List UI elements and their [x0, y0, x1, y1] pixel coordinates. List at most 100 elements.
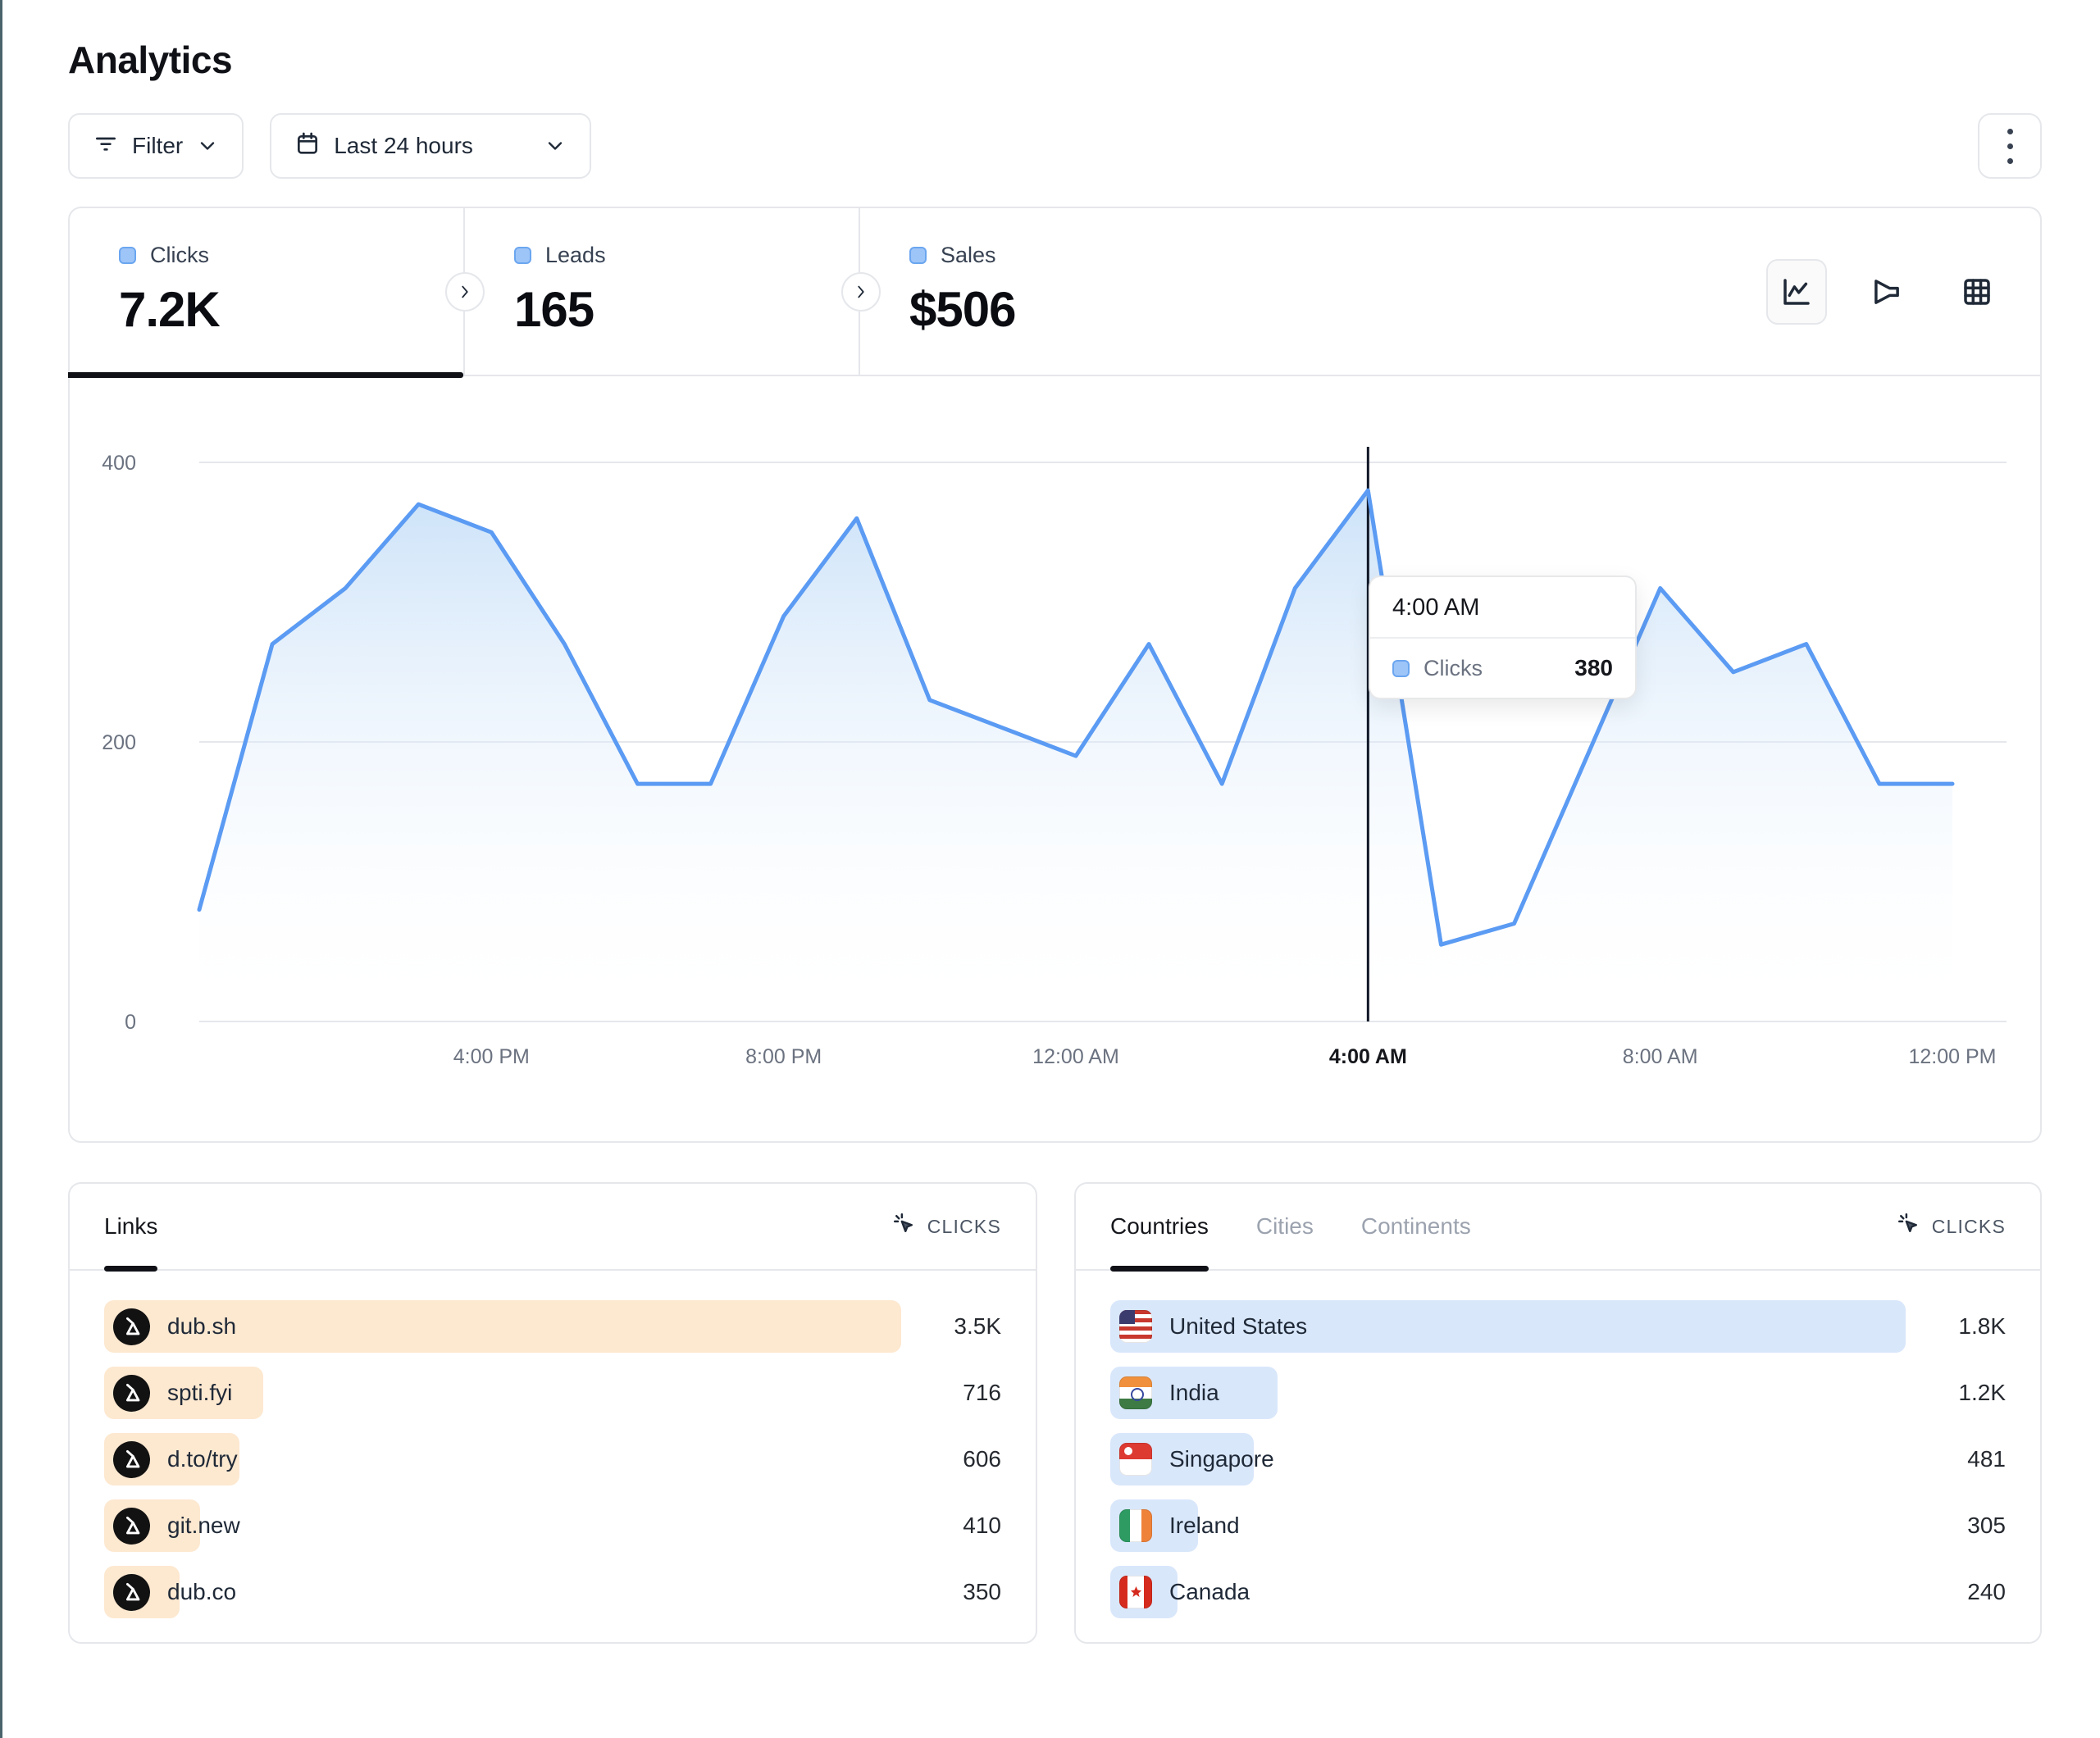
table-row[interactable]: Singapore 481 — [1110, 1433, 2006, 1485]
bar-area: dub.co — [104, 1566, 901, 1618]
bar-area: d.to/try — [104, 1433, 901, 1485]
chevron-down-icon — [196, 134, 219, 157]
chart-type-controls — [1766, 259, 2007, 325]
cursor-click-icon — [892, 1212, 917, 1241]
svg-text:12:00 PM: 12:00 PM — [1908, 1045, 1996, 1068]
table-view-button[interactable] — [1947, 259, 2007, 325]
filter-button-label: Filter — [132, 133, 184, 158]
dub-logo-icon — [113, 1440, 150, 1478]
dub-logo-icon — [113, 1573, 150, 1611]
table-row[interactable]: United States 1.8K — [1110, 1300, 2006, 1353]
leads-legend-marker — [514, 247, 531, 264]
links-list: dub.sh 3.5K spti.fyi 716 d.to/try 606 git.new 4… — [70, 1271, 1036, 1618]
svg-text:8:00 PM: 8:00 PM — [745, 1045, 822, 1068]
table-row[interactable]: dub.co 350 — [104, 1566, 1001, 1618]
clicks-count: 716 — [963, 1380, 1001, 1405]
sg-flag-icon — [1119, 1443, 1152, 1476]
link-name: d.to/try — [167, 1446, 238, 1472]
sales-tab-label: Sales — [941, 243, 996, 267]
leads-tab-value: 165 — [514, 282, 594, 337]
value-bar: dub.sh — [104, 1300, 901, 1353]
ca-flag-icon — [1119, 1576, 1152, 1608]
country-name: Singapore — [1169, 1446, 1274, 1472]
expand-clicks-button[interactable] — [445, 271, 485, 312]
date-range-button[interactable]: Last 24 hours — [270, 113, 592, 179]
clicks-count: 350 — [963, 1579, 1001, 1604]
line-chart-button[interactable] — [1766, 259, 1827, 325]
funnel-chart-button[interactable] — [1856, 259, 1917, 325]
dub-logo-icon — [113, 1308, 150, 1345]
country-name: Ireland — [1169, 1513, 1240, 1538]
table-row[interactable]: dub.sh 3.5K — [104, 1300, 1001, 1353]
ie-flag-icon — [1119, 1509, 1152, 1542]
svg-text:4:00 AM: 4:00 AM — [1329, 1045, 1407, 1068]
link-name: dub.co — [167, 1579, 237, 1604]
clicks-area-chart[interactable]: 0 200 400 4:00 PM 8:00 PM 12:00 AM 4:00 AM 8:00… — [70, 376, 2040, 1141]
country-name: India — [1169, 1380, 1219, 1405]
clicks-count: 1.8K — [1958, 1313, 2006, 1339]
clicks-tab-label: Clicks — [150, 243, 209, 267]
link-name: dub.sh — [167, 1313, 237, 1339]
date-range-label: Last 24 hours — [334, 133, 473, 158]
svg-text:12:00 AM: 12:00 AM — [1032, 1045, 1119, 1068]
table-row[interactable]: India 1.2K — [1110, 1367, 2006, 1419]
clicks-count: 3.5K — [954, 1313, 1001, 1339]
table-row[interactable]: d.to/try 606 — [104, 1433, 1001, 1485]
cursor-click-icon — [1897, 1212, 1921, 1241]
tab-sales[interactable]: Sales $506 — [860, 208, 2040, 375]
stats-tabs: Clicks 7.2K Leads 165 Sales $506 — [68, 208, 2040, 378]
clicks-count: 481 — [1967, 1446, 2006, 1472]
value-bar: Canada — [1110, 1566, 1250, 1618]
clicks-legend-marker — [119, 247, 136, 264]
value-bar: git.new — [104, 1499, 240, 1552]
links-metric[interactable]: CLICKS — [892, 1212, 1001, 1241]
filter-button[interactable]: Filter — [68, 113, 244, 179]
geo-metric[interactable]: CLICKS — [1897, 1212, 2006, 1241]
tooltip-legend-marker — [1392, 659, 1410, 677]
tooltip-series-label: Clicks — [1424, 655, 1483, 680]
cities-tab-label: Cities — [1255, 1213, 1314, 1239]
sales-legend-marker — [909, 247, 927, 264]
dub-logo-icon — [113, 1374, 150, 1412]
countries-list: United States 1.8K India 1.2K Singapore 481 Ir… — [1076, 1271, 2040, 1618]
svg-text:0: 0 — [125, 1011, 136, 1034]
table-row[interactable]: git.new 410 — [104, 1499, 1001, 1552]
bar-area: Canada — [1110, 1566, 1906, 1618]
countries-tab-label: Countries — [1110, 1213, 1209, 1239]
table-row[interactable]: Canada 240 — [1110, 1566, 2006, 1618]
us-flag-icon — [1119, 1310, 1152, 1343]
tooltip-value: 380 — [1574, 655, 1613, 680]
geo-metric-label: CLICKS — [1931, 1215, 2006, 1237]
country-name: Canada — [1169, 1579, 1250, 1604]
links-panel: Links CLICKS dub.sh 3.5K spti.fyi 716 d.to/t… — [68, 1182, 1037, 1644]
country-name: United States — [1169, 1313, 1308, 1339]
value-bar: d.to/try — [104, 1433, 240, 1485]
svg-text:8:00 AM: 8:00 AM — [1623, 1045, 1698, 1068]
bar-area: dub.sh — [104, 1300, 901, 1353]
leads-tab-label: Leads — [545, 243, 606, 267]
chevron-down-icon — [544, 134, 567, 157]
table-row[interactable]: Ireland 305 — [1110, 1499, 2006, 1552]
expand-leads-button[interactable] — [841, 271, 881, 312]
clicks-tab-value: 7.2K — [119, 282, 221, 337]
more-options-button[interactable] — [1978, 113, 2042, 179]
value-bar: United States — [1110, 1300, 1906, 1353]
tab-links[interactable]: Links — [104, 1184, 158, 1272]
chart-tooltip: 4:00 AM Clicks 380 — [1369, 576, 1637, 699]
table-row[interactable]: spti.fyi 716 — [104, 1367, 1001, 1419]
bar-area: git.new — [104, 1499, 901, 1552]
tab-clicks[interactable]: Clicks 7.2K — [68, 208, 465, 378]
value-bar: Ireland — [1110, 1499, 1240, 1552]
tab-leads[interactable]: Leads 165 — [465, 208, 860, 375]
bar-area: Ireland — [1110, 1499, 1906, 1552]
tab-countries[interactable]: Countries — [1110, 1184, 1209, 1272]
page-title: Analytics — [68, 39, 233, 81]
left-edge-accent — [0, 0, 2, 1738]
analytics-chart-card: Clicks 7.2K Leads 165 Sales $506 — [68, 207, 2042, 1143]
tooltip-time: 4:00 AM — [1392, 594, 1480, 621]
dub-logo-icon — [113, 1507, 150, 1545]
tab-continents[interactable]: Continents — [1361, 1184, 1471, 1270]
clicks-count: 1.2K — [1958, 1380, 2006, 1405]
tab-cities[interactable]: Cities — [1255, 1184, 1314, 1270]
clicks-count: 305 — [1967, 1513, 2006, 1538]
